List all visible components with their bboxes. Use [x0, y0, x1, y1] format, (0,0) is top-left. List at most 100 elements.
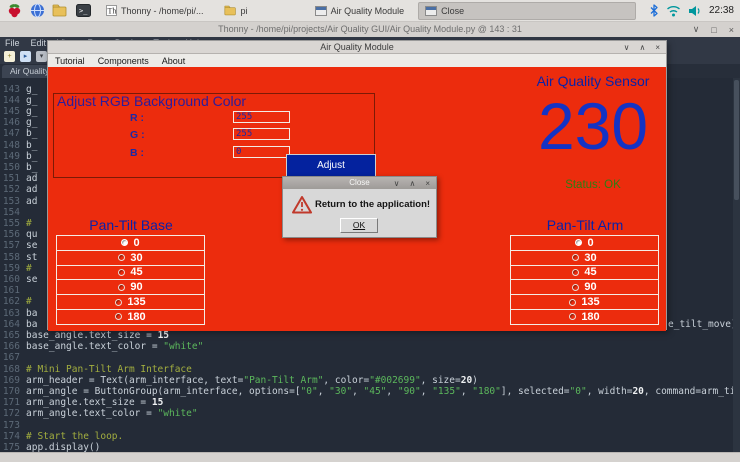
code-token: ,	[420, 386, 433, 397]
close-icon[interactable]: ×	[655, 43, 660, 52]
pan-tilt-base-header: Pan-Tilt Base	[89, 217, 173, 233]
line-number: 171	[2, 397, 20, 409]
shade-icon[interactable]: ∨	[393, 179, 400, 188]
code-line-155: 155 #	[0, 218, 740, 229]
code-line-158: 158 st	[0, 252, 740, 263]
volume-icon[interactable]	[688, 5, 702, 17]
code-token: ,	[386, 386, 398, 397]
green-input[interactable]	[233, 128, 290, 140]
code-token: ,	[317, 386, 330, 397]
line-number: 172	[2, 408, 20, 420]
blue-input[interactable]	[233, 146, 290, 158]
thonny-titlebar[interactable]: Thonny - /home/pi/projects/Air Quality G…	[0, 22, 740, 37]
line-number: 155	[2, 218, 20, 229]
pan-tilt-option-135[interactable]: 135	[510, 294, 659, 310]
ok-button[interactable]: OK	[340, 218, 378, 233]
sensor-header: Air Quality Sensor	[536, 73, 650, 89]
pan-tilt-base-group: 0 30 45 90 135 180	[56, 235, 205, 325]
code-token: g_	[26, 94, 38, 106]
pan-tilt-option-0[interactable]: 0	[510, 235, 659, 251]
clock: 22:38	[708, 5, 734, 16]
code-token: st	[26, 251, 38, 263]
shade-icon[interactable]: ∨	[623, 43, 630, 52]
taskbar: >_ Th Thonny - /home/pi/... pi Air Quali…	[0, 0, 740, 22]
editor-scrollbar[interactable]	[733, 78, 740, 452]
red-label: R :	[130, 112, 144, 124]
app-titlebar[interactable]: Air Quality Module	[48, 41, 666, 54]
task-thonny[interactable]: Th Thonny - /home/pi/...	[100, 2, 210, 20]
code-token: qu	[26, 229, 38, 241]
close-icon[interactable]: ×	[425, 179, 430, 188]
pan-tilt-option-label: 0	[587, 236, 594, 249]
task-close-dialog[interactable]: Close	[418, 1, 637, 20]
code-line-175: 175 app.display()	[0, 442, 740, 452]
bluetooth-icon[interactable]	[649, 4, 659, 17]
line-number: 175	[2, 442, 20, 452]
pan-tilt-option-label: 30	[130, 251, 143, 264]
close-icon[interactable]: ×	[728, 24, 734, 35]
task-pi-label: pi	[240, 5, 248, 16]
pan-tilt-option-45[interactable]: 45	[56, 264, 205, 281]
menu-about[interactable]: About	[161, 55, 186, 66]
pan-tilt-option-90[interactable]: 90	[510, 279, 659, 296]
code-token: ad	[26, 195, 38, 207]
pan-tilt-option-label: 30	[584, 251, 597, 264]
pan-tilt-option-30[interactable]: 30	[510, 249, 659, 266]
editor-scrollbar-thumb[interactable]	[734, 80, 739, 200]
pan-tilt-option-180[interactable]: 180	[510, 308, 659, 325]
terminal-icon[interactable]: >_	[74, 2, 92, 20]
line-number: 151	[2, 173, 20, 185]
menu-edit[interactable]: Edit	[30, 38, 47, 48]
minimize-icon[interactable]: ∨	[692, 24, 700, 34]
green-label: G :	[130, 129, 145, 141]
line-number: 146	[2, 117, 20, 129]
task-pi[interactable]: pi	[218, 2, 254, 20]
open-file-icon[interactable]: ▸	[20, 51, 31, 62]
code-token: base_angle.text_color =	[26, 341, 164, 353]
radio-icon	[115, 313, 123, 321]
window-icon	[314, 5, 327, 16]
pan-tilt-option-180[interactable]: 180	[56, 308, 205, 325]
code-token: 15	[151, 397, 164, 409]
code-line-160: 160 se	[0, 274, 740, 285]
menu-components[interactable]: Components	[97, 55, 149, 66]
code-token: arm_angle.text_size =	[26, 397, 152, 409]
radio-icon	[121, 239, 129, 247]
pan-tilt-option-label: 0	[133, 236, 140, 249]
adjust-button[interactable]: Adjust	[286, 154, 376, 177]
line-number: 164	[2, 318, 20, 330]
line-number: 163	[2, 307, 20, 319]
save-icon[interactable]: ▾	[36, 51, 47, 62]
pan-tilt-option-label: 180	[581, 310, 600, 323]
pan-tilt-option-0[interactable]: 0	[56, 235, 205, 251]
code-line-164: 164 ba e_tilt_move)	[0, 319, 740, 330]
dialog-titlebar[interactable]: Close	[283, 177, 436, 189]
raspberry-menu-icon[interactable]	[5, 2, 23, 20]
wifi-icon[interactable]	[666, 5, 681, 17]
pan-tilt-option-45[interactable]: 45	[510, 264, 659, 281]
code-line-156: 156 qu	[0, 229, 740, 240]
dialog-message: Return to the application!	[315, 199, 431, 210]
new-file-icon[interactable]: +	[4, 51, 15, 62]
pan-tilt-option-30[interactable]: 30	[56, 249, 205, 266]
web-browser-icon[interactable]	[28, 2, 46, 20]
pan-tilt-option-label: 90	[130, 281, 143, 294]
task-air-quality-module[interactable]: Air Quality Module	[309, 2, 411, 20]
menu-file[interactable]: File	[5, 38, 20, 48]
pan-tilt-option-135[interactable]: 135	[56, 294, 205, 310]
dialog-window-controls: ∨ ∧ ×	[394, 177, 430, 190]
code-line-144: 144 g_	[0, 95, 740, 106]
unshade-icon[interactable]: ∧	[639, 43, 646, 52]
unshade-icon[interactable]: ∧	[409, 179, 416, 188]
sensor-status: Status: OK	[565, 179, 621, 191]
code-token: ba	[26, 318, 38, 330]
maximize-icon[interactable]: □	[711, 24, 717, 35]
code-line-146: 146 g_	[0, 117, 740, 128]
code-token: #	[26, 296, 38, 308]
pan-tilt-option-90[interactable]: 90	[56, 279, 205, 296]
red-input[interactable]	[233, 111, 290, 123]
menu-tutorial[interactable]: Tutorial	[55, 55, 85, 66]
file-manager-icon[interactable]	[51, 2, 69, 20]
task-close-label: Close	[441, 5, 465, 16]
code-token: "Pan-Tilt Arm"	[243, 374, 324, 386]
